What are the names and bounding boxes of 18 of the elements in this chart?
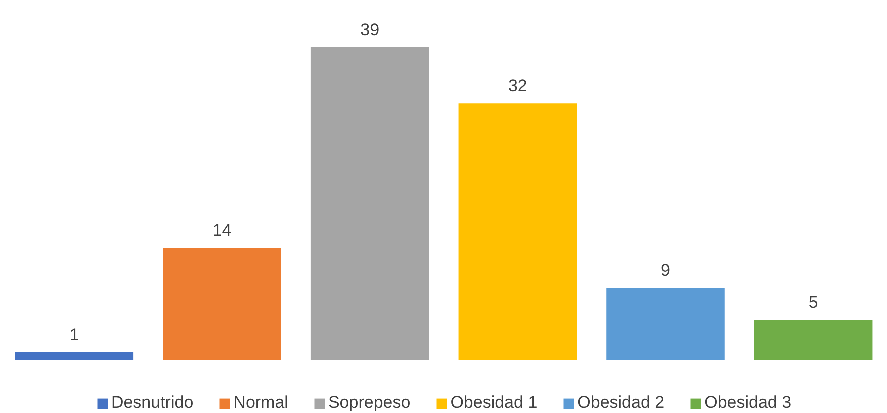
data-label: 14 — [212, 220, 232, 240]
bar — [754, 320, 873, 360]
bar — [163, 248, 282, 360]
legend-label: Soprepeso — [328, 393, 411, 413]
legend-label: Obesidad 2 — [578, 393, 665, 413]
bar — [15, 352, 134, 360]
data-label: 1 — [70, 325, 80, 344]
bar — [606, 288, 725, 360]
data-label: 5 — [808, 293, 818, 312]
data-label: 39 — [360, 20, 380, 40]
data-label: 9 — [661, 261, 670, 280]
bar — [458, 104, 578, 360]
bar — [310, 47, 430, 360]
legend-label: Desnutrido — [111, 393, 194, 413]
data-label: 32 — [508, 76, 528, 96]
legend-label: Obesidad 1 — [450, 393, 538, 413]
legend-label: Obesidad 3 — [704, 393, 792, 413]
legend-label: Normal — [234, 393, 288, 413]
